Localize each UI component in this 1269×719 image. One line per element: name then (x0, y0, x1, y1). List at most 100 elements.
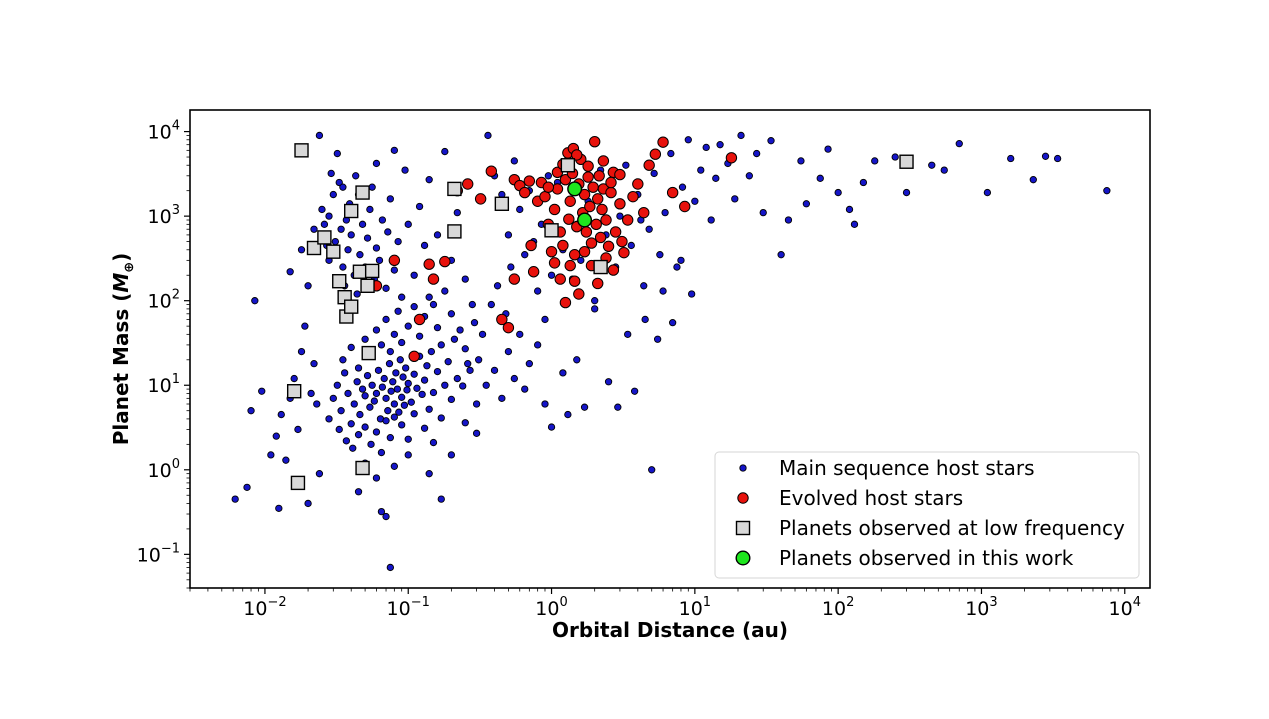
data-point (716, 141, 724, 149)
data-point (372, 428, 381, 436)
legend: Main sequence host stars Evolved host sta… (714, 451, 1140, 579)
data-point (502, 321, 515, 334)
data-point (1007, 154, 1015, 163)
data-point (368, 381, 376, 389)
data-point (377, 507, 386, 516)
data-point (605, 176, 617, 189)
data-point (472, 429, 481, 437)
series-this-work (567, 181, 593, 228)
legend-item-main-sequence: Main sequence host stars (739, 456, 1035, 480)
data-point (544, 223, 559, 238)
data-point (504, 231, 513, 239)
data-point (753, 149, 761, 158)
data-point (410, 370, 418, 378)
data-point (399, 373, 407, 381)
data-point (478, 330, 487, 338)
data-point (368, 183, 376, 191)
data-point (580, 226, 593, 238)
data-point (902, 188, 911, 197)
data-point (547, 423, 556, 431)
data-point (398, 421, 406, 429)
y-tick-label: 101 (148, 372, 180, 397)
data-point (375, 256, 384, 264)
data-point (272, 432, 280, 440)
data-point (661, 208, 669, 217)
data-point (331, 237, 339, 246)
data-point (596, 203, 608, 216)
data-point (294, 425, 302, 434)
data-point (667, 149, 675, 158)
data-point (388, 254, 401, 267)
data-point (398, 338, 406, 347)
data-point (593, 259, 608, 275)
data-point (616, 235, 628, 248)
data-point (560, 158, 576, 173)
data-point (559, 173, 572, 186)
data-point (593, 170, 605, 182)
data-point (624, 330, 632, 338)
data-point (482, 381, 490, 389)
data-point (400, 401, 409, 409)
data-point (871, 157, 879, 165)
data-point (590, 218, 602, 231)
data-point (983, 188, 992, 197)
data-point (559, 296, 572, 309)
data-point (653, 335, 662, 343)
data-point (390, 400, 398, 408)
legend-label: Evolved host stars (779, 486, 963, 510)
y-tick-label: 104 (148, 119, 180, 144)
data-point (648, 466, 656, 474)
data-point (568, 275, 581, 287)
data-point (510, 374, 518, 383)
data-point (578, 245, 591, 258)
data-point (420, 376, 429, 384)
data-point (433, 367, 442, 376)
data-point (498, 394, 506, 402)
data-point (310, 360, 318, 368)
data-point (609, 226, 622, 238)
x-tick-label: 100 (535, 595, 567, 620)
data-point (673, 263, 681, 271)
data-point (390, 413, 398, 421)
data-point (408, 350, 420, 362)
data-point (564, 410, 572, 419)
data-point (461, 345, 469, 353)
data-point (607, 264, 620, 276)
data-point (361, 423, 369, 431)
data-point (433, 323, 442, 332)
data-point (622, 214, 634, 226)
data-point (363, 371, 372, 380)
data-point (470, 318, 479, 327)
data-point (378, 383, 387, 391)
y-tick-label: 100 (148, 457, 180, 482)
data-point (258, 387, 266, 395)
data-point (425, 293, 433, 301)
data-point (614, 198, 626, 210)
data-point (580, 403, 589, 411)
data-point (326, 244, 341, 259)
data-point (541, 400, 549, 408)
data-point (475, 356, 483, 364)
data-point (834, 188, 842, 197)
data-point (450, 335, 459, 343)
data-point (423, 258, 435, 270)
data-point (638, 206, 650, 219)
data-point (485, 165, 498, 177)
data-point (301, 322, 309, 330)
x-tick-label: 101 (679, 595, 711, 620)
data-point (573, 288, 585, 300)
data-point (352, 172, 360, 180)
data-points (231, 131, 1111, 572)
data-point (582, 171, 594, 183)
x-tick-label: 103 (965, 595, 997, 620)
data-point (797, 157, 805, 165)
data-point (459, 382, 467, 390)
data-point (585, 237, 598, 249)
data-point (504, 347, 513, 356)
data-point (525, 360, 533, 368)
data-point (494, 196, 510, 211)
data-point (591, 297, 599, 305)
data-point (366, 205, 374, 214)
data-point (559, 369, 567, 377)
